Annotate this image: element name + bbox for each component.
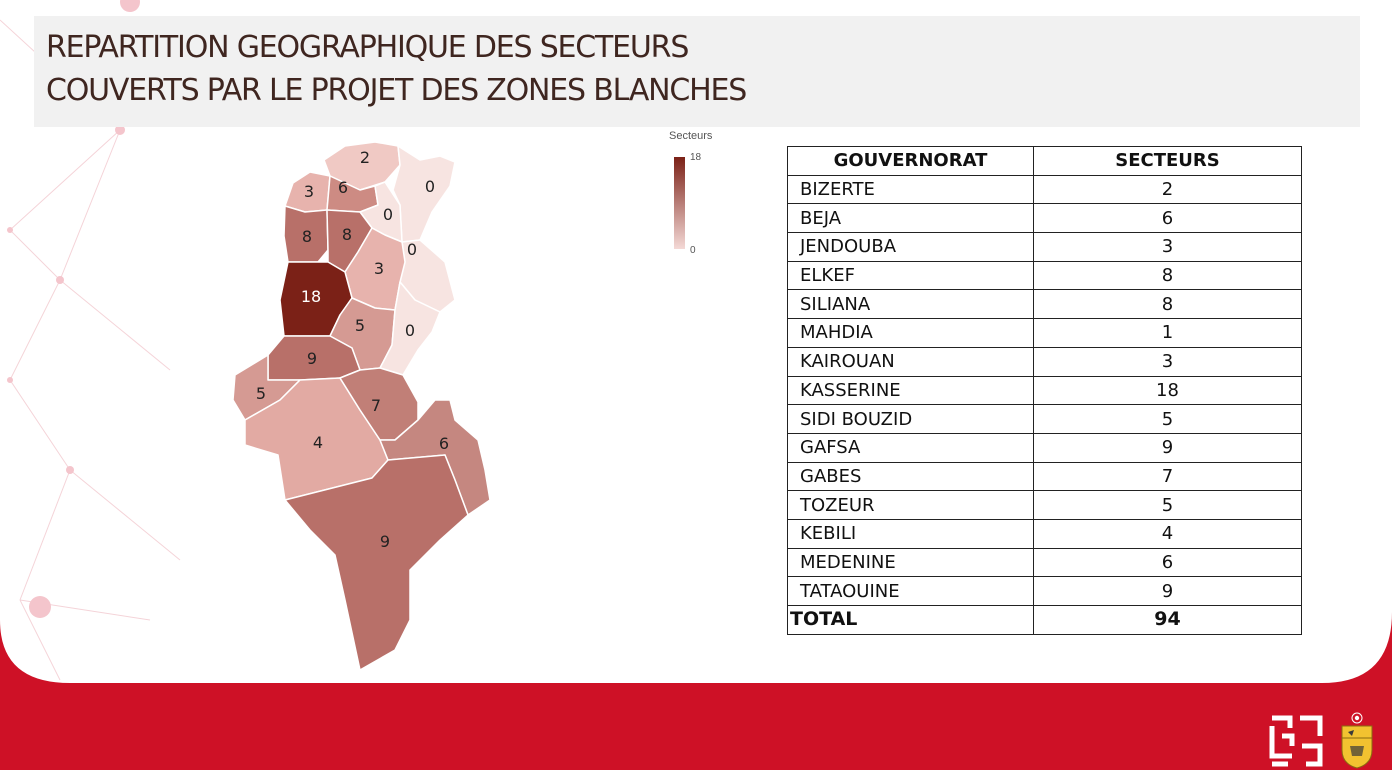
table-row: GABES 7	[787, 461, 1302, 492]
cell-secteurs: 2	[1033, 174, 1302, 205]
map-label-bizerte: 2	[360, 148, 370, 167]
map-label-manouba-tunis: 0	[383, 205, 393, 224]
cell-gouvernorat: JENDOUBA	[787, 232, 1034, 262]
map-label-jendouba: 3	[304, 182, 314, 201]
region-gabes[interactable]	[339, 367, 419, 441]
page-title-line-2: COUVERTS PAR LE PROJET DES ZONES BLANCHE…	[46, 73, 747, 108]
cell-gouvernorat: SIDI BOUZID	[787, 404, 1034, 434]
legend-color-scale	[674, 157, 685, 249]
cell-secteurs: 7	[1033, 461, 1302, 492]
cell-gouvernorat: ELKEF	[787, 260, 1034, 291]
cell-gouvernorat: KEBILI	[787, 518, 1034, 549]
map-label-kebili: 4	[313, 433, 323, 452]
table-row: BIZERTE 2	[787, 174, 1302, 205]
footer-red-band	[0, 612, 1392, 770]
map-label-kasserine: 18	[301, 287, 321, 306]
white-geometric-logo-icon	[1269, 715, 1323, 767]
cell-secteurs: 1	[1033, 318, 1302, 348]
header-secteurs: SECTEURS	[1033, 146, 1302, 176]
map-label-sfax: 0	[405, 321, 415, 340]
table-body: BIZERTE 2 BEJA 6 JENDOUBA 3 ELKEF 8 SILIANA 8 MAHD…	[787, 174, 1302, 606]
cell-secteurs: 18	[1033, 375, 1302, 406]
cell-secteurs: 6	[1033, 203, 1302, 234]
map-label-tozeur: 5	[256, 384, 266, 403]
cell-gouvernorat: GABES	[787, 461, 1034, 492]
cell-gouvernorat: MEDENINE	[787, 547, 1034, 578]
table-row: TOZEUR 5	[787, 490, 1302, 520]
total-value: 94	[1033, 605, 1302, 635]
table-header-row: GOUVERNORAT SECTEURS	[787, 146, 1302, 176]
cell-secteurs: 8	[1033, 260, 1302, 291]
region-kef[interactable]	[283, 205, 329, 263]
cell-gouvernorat: SILIANA	[787, 289, 1034, 320]
cell-secteurs: 5	[1033, 490, 1302, 520]
table-row: MEDENINE 6	[787, 547, 1302, 578]
legend-title: Secteurs	[669, 130, 713, 142]
table-row: MAHDIA 1	[787, 318, 1302, 348]
tunisia-coat-of-arms-icon	[1341, 712, 1373, 769]
map-label-gabes: 7	[371, 396, 381, 415]
region-tataouine[interactable]	[284, 454, 469, 671]
legend-min-label: 0	[690, 245, 696, 256]
cell-secteurs: 8	[1033, 289, 1302, 320]
cell-gouvernorat: KAIROUAN	[787, 346, 1034, 377]
map-label-zaghouan: 0	[407, 240, 417, 259]
footer-logos	[1269, 712, 1373, 769]
map-label-beja: 6	[338, 178, 348, 197]
cell-gouvernorat: TATAOUINE	[787, 576, 1034, 606]
region-sfax[interactable]	[379, 281, 441, 376]
table-row: JENDOUBA 3	[787, 232, 1302, 262]
total-label: TOTAL	[787, 605, 1034, 635]
map-label-gafsa: 9	[307, 349, 317, 368]
region-ariana-nabeul[interactable]	[392, 145, 456, 243]
cell-gouvernorat: BIZERTE	[787, 174, 1034, 205]
title-box: REPARTITION GEOGRAPHIQUE DES SECTEURS CO…	[34, 16, 1360, 127]
cell-secteurs: 5	[1033, 404, 1302, 434]
cell-secteurs: 4	[1033, 518, 1302, 549]
page-title-line-1: REPARTITION GEOGRAPHIQUE DES SECTEURS	[46, 30, 689, 65]
table-row: KAIROUAN 3	[787, 346, 1302, 377]
table-row: SILIANA 8	[787, 289, 1302, 320]
map-label-ariana-nabeul: 0	[425, 177, 435, 196]
map-label-siliana: 8	[342, 225, 352, 244]
map-label-kef: 8	[302, 227, 312, 246]
cell-gouvernorat: TOZEUR	[787, 490, 1034, 520]
cell-secteurs: 6	[1033, 547, 1302, 578]
cell-secteurs: 9	[1033, 576, 1302, 606]
table-row: KEBILI 4	[787, 518, 1302, 549]
table-total-row: TOTAL 94	[787, 605, 1302, 635]
cell-secteurs: 3	[1033, 346, 1302, 377]
map-label-sidi-bouzid: 5	[355, 316, 365, 335]
map-label-kairouan: 3	[374, 259, 384, 278]
table-row: BEJA 6	[787, 203, 1302, 234]
table-row: ELKEF 8	[787, 260, 1302, 291]
sectors-table: GOUVERNORAT SECTEURS BIZERTE 2 BEJA 6 JENDOU…	[787, 146, 1302, 635]
cell-gouvernorat: GAFSA	[787, 432, 1034, 463]
cell-secteurs: 9	[1033, 432, 1302, 463]
cell-gouvernorat: KASSERINE	[787, 375, 1034, 406]
region-medenine[interactable]	[379, 399, 491, 516]
cell-gouvernorat: MAHDIA	[787, 318, 1034, 348]
cell-secteurs: 3	[1033, 232, 1302, 262]
table-row: TATAOUINE 9	[787, 576, 1302, 606]
legend-max-label: 18	[690, 152, 702, 163]
header-gouvernorat: GOUVERNORAT	[787, 146, 1034, 176]
table-row: KASSERINE 18	[787, 375, 1302, 406]
cell-gouvernorat: BEJA	[787, 203, 1034, 234]
map-label-medenine: 6	[439, 434, 449, 453]
table-row: GAFSA 9	[787, 432, 1302, 463]
table-row: SIDI BOUZID 5	[787, 404, 1302, 434]
map-label-tataouine: 9	[380, 532, 390, 551]
